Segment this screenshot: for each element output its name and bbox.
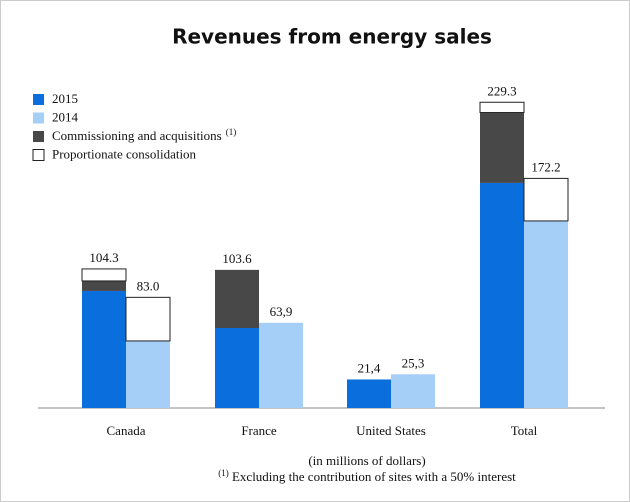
bar-segment (347, 379, 391, 408)
unit-note: (in millions of dollars) (308, 453, 425, 468)
legend-name: Commissioning and acquisitions (52, 128, 222, 143)
legend-name: 2015 (52, 91, 78, 106)
legend-name: Proportionate consolidation (52, 146, 197, 161)
footnote-marker: (1) (218, 468, 229, 478)
value-label: 103.6 (222, 251, 252, 266)
legend-label: 2014 (52, 109, 79, 124)
bar-segment (259, 322, 303, 408)
legend-name: 2014 (52, 109, 79, 124)
bar-segment (215, 269, 259, 328)
value-label: 21,4 (358, 360, 381, 375)
x-tick-label: United States (356, 423, 426, 438)
bar-segment (126, 340, 170, 408)
bar-segment (81, 268, 127, 282)
x-tick-label: France (241, 423, 277, 438)
bar-segment (524, 220, 568, 408)
legend-swatch (33, 94, 44, 105)
bar-segment (480, 112, 524, 183)
bar-segment (125, 296, 171, 342)
bar-segment (523, 177, 569, 222)
bar-segment (479, 101, 525, 114)
bar-segment (215, 328, 259, 408)
legend-note-marker: (1) (226, 127, 237, 137)
bar-segment (391, 374, 435, 408)
legend-swatch (33, 131, 44, 142)
legend-label: 2015 (52, 91, 78, 106)
value-label: 229.3 (487, 83, 516, 98)
bar-segment (82, 280, 126, 291)
x-tick-label: Total (511, 423, 538, 438)
legend-label: Commissioning and acquisitions (1) (52, 127, 236, 143)
chart-title: Revenues from energy sales (172, 25, 492, 49)
value-label: 104.3 (89, 250, 118, 265)
x-tick-label: Canada (107, 423, 146, 438)
bar-segment (480, 182, 524, 408)
legend-label: Proportionate consolidation (52, 146, 197, 161)
bar-segment (82, 290, 126, 408)
footnote-text: Excluding the contribution of sites with… (232, 469, 516, 484)
value-label: 83.0 (137, 278, 160, 293)
value-label: 172.2 (531, 159, 560, 174)
legend-swatch (33, 112, 44, 124)
value-label: 25,3 (402, 355, 425, 370)
footnote: (1) Excluding the contribution of sites … (218, 468, 516, 484)
value-label: 63,9 (270, 304, 293, 319)
legend-swatch (32, 149, 45, 161)
